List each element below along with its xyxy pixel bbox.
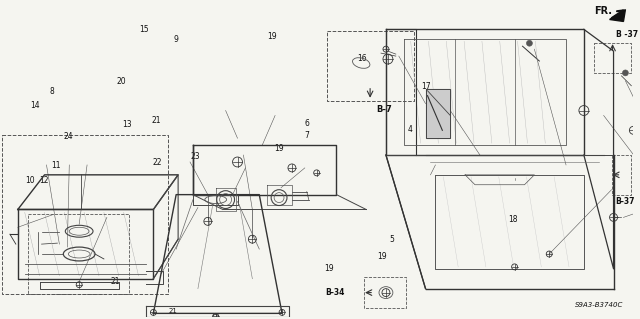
Text: 20: 20 [116, 77, 127, 86]
Text: 24: 24 [63, 132, 73, 141]
Text: S9A3-B3740C: S9A3-B3740C [575, 302, 623, 308]
Text: 19: 19 [377, 252, 387, 261]
Text: B-7: B-7 [376, 105, 392, 114]
Polygon shape [0, 2, 634, 317]
Text: 8: 8 [49, 87, 54, 96]
Text: 17: 17 [420, 82, 431, 92]
Circle shape [527, 40, 532, 46]
Text: 11: 11 [51, 161, 61, 170]
Text: B-34: B-34 [325, 288, 344, 297]
Circle shape [623, 70, 628, 76]
Text: 22: 22 [152, 158, 162, 167]
Text: 21: 21 [151, 115, 161, 124]
Text: 5: 5 [389, 235, 394, 244]
Polygon shape [426, 89, 451, 138]
Text: 15: 15 [140, 25, 149, 34]
Text: 4: 4 [408, 125, 413, 134]
Text: 18: 18 [508, 215, 518, 224]
Text: 19: 19 [324, 264, 334, 273]
Text: B -37: B -37 [616, 30, 637, 39]
Text: 23: 23 [190, 152, 200, 161]
Polygon shape [609, 10, 625, 21]
Text: 21: 21 [168, 308, 177, 315]
Text: 13: 13 [122, 120, 131, 129]
Text: 19: 19 [268, 32, 277, 41]
Text: 7: 7 [305, 131, 310, 140]
Text: 10: 10 [25, 175, 35, 184]
Text: 9: 9 [173, 35, 179, 44]
Text: 21: 21 [111, 278, 120, 286]
Text: 12: 12 [40, 175, 49, 184]
Text: 6: 6 [305, 119, 310, 128]
Text: B-37: B-37 [616, 197, 635, 206]
Text: 14: 14 [30, 101, 40, 110]
Text: 16: 16 [358, 54, 367, 63]
Text: FR.: FR. [594, 5, 612, 16]
Text: 19: 19 [274, 144, 284, 153]
